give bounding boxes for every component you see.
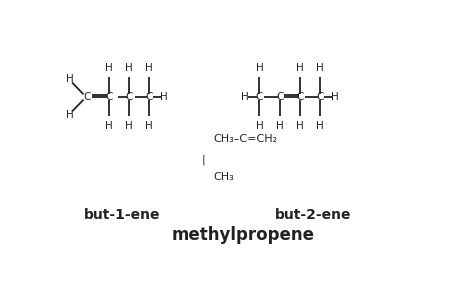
Text: C: C xyxy=(105,92,112,102)
Text: CH₃–C=CH₂: CH₃–C=CH₂ xyxy=(213,134,278,144)
Text: C: C xyxy=(256,92,263,102)
Text: H: H xyxy=(160,92,168,102)
Text: H: H xyxy=(125,121,133,131)
Text: H: H xyxy=(146,121,153,131)
Text: H: H xyxy=(125,63,133,73)
Text: but-1-ene: but-1-ene xyxy=(83,208,160,222)
Text: H: H xyxy=(296,121,304,131)
Text: |: | xyxy=(202,154,205,164)
Text: CH₃: CH₃ xyxy=(213,172,234,182)
Text: H: H xyxy=(316,121,324,131)
Text: H: H xyxy=(146,63,153,73)
Text: C: C xyxy=(296,92,303,102)
Text: H: H xyxy=(255,121,264,131)
Text: H: H xyxy=(66,74,73,84)
Text: H: H xyxy=(105,63,113,73)
Text: but-2-ene: but-2-ene xyxy=(274,208,351,222)
Text: C: C xyxy=(146,92,153,102)
Text: H: H xyxy=(66,110,73,120)
Text: H: H xyxy=(105,121,113,131)
Text: H: H xyxy=(255,63,264,73)
Text: C: C xyxy=(316,92,324,102)
Text: C: C xyxy=(276,92,283,102)
Text: C: C xyxy=(83,92,91,102)
Text: H: H xyxy=(296,63,304,73)
Text: H: H xyxy=(316,63,324,73)
Text: methylpropene: methylpropene xyxy=(172,226,314,244)
Text: H: H xyxy=(331,92,338,102)
Text: C: C xyxy=(125,92,133,102)
Text: H: H xyxy=(276,121,283,131)
Text: H: H xyxy=(241,92,249,102)
